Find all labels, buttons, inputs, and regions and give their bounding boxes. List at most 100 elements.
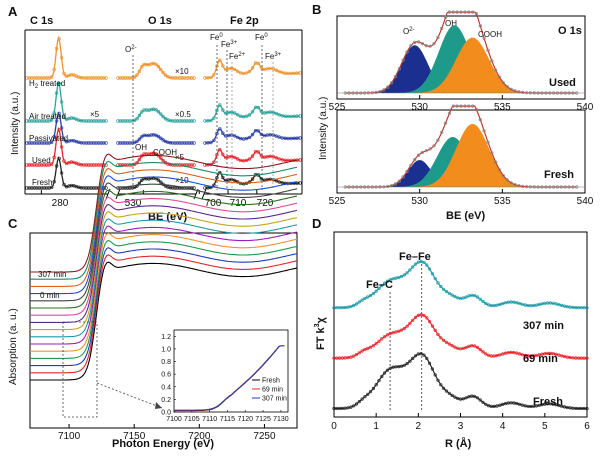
b-data-point [544, 91, 548, 95]
d-point-307-min [537, 302, 541, 307]
b-tick-label: 540 [577, 102, 594, 113]
a-point-h2_treated [247, 69, 252, 74]
a-point-passivated [116, 141, 120, 145]
a-point-used [233, 155, 237, 160]
a-point-passivated [45, 141, 49, 145]
a-point-air_treated [91, 119, 96, 123]
c-spectrum-12 [30, 175, 298, 295]
a-point-air_treated [161, 114, 165, 119]
a-point-fresh [159, 180, 163, 184]
a-point-passivated [91, 141, 96, 145]
d-point-307-min [388, 278, 392, 282]
a-point-fresh [57, 156, 61, 161]
a-point-used [161, 158, 165, 163]
a-point-passivated [161, 138, 165, 142]
d-point-307-min [487, 303, 491, 307]
a-point-h2_treated [218, 58, 222, 62]
d-point-69-min [343, 356, 347, 360]
a-point-passivated [137, 137, 142, 141]
c-legend-label-0: Fresh [262, 378, 280, 385]
b-data-point [517, 90, 521, 94]
d-point-69-min [515, 351, 519, 355]
a-point-fresh [130, 186, 135, 190]
a-point-h2_treated [52, 67, 56, 72]
a-point-h2_treated [96, 76, 101, 80]
a-point-air_treated [89, 119, 93, 123]
c-inset-xtick-label: 7115 [220, 416, 235, 423]
b-data-point [548, 91, 552, 95]
d-point-fresh [371, 386, 376, 391]
a-point-passivated [224, 134, 228, 138]
a-point-h2_treated [259, 66, 264, 70]
d-point-307-min [439, 284, 443, 289]
d-point-307-min [419, 259, 423, 264]
b-data-point [471, 104, 475, 108]
d-point-fresh [551, 402, 555, 406]
a-point-used [96, 163, 101, 167]
a-point-h2_treated [118, 76, 123, 80]
d-point-fresh [537, 403, 541, 407]
a-point-passivated [277, 135, 281, 139]
b-data-point [571, 185, 575, 189]
d-point-fresh [478, 398, 482, 402]
panel-a: C 1s O 1s Fe 2p Intensity (a.u.) BE (eV)… [10, 15, 303, 223]
c-spectrum-10 [30, 189, 298, 309]
a-point-fresh [170, 186, 175, 190]
d-point-307-min [551, 301, 555, 305]
c-spectrum-8 [30, 203, 298, 323]
d-point-69-min [450, 344, 454, 348]
d-point-69-min [585, 356, 589, 360]
b-data-point [451, 10, 455, 14]
b-data-point [366, 185, 371, 189]
b-data-point [540, 185, 544, 189]
b-fresh-plot [337, 104, 585, 189]
d-point-fresh [430, 367, 435, 371]
d-point-69-min [554, 352, 558, 356]
d-point-69-min [484, 352, 488, 356]
a-point-h2_treated [244, 71, 249, 75]
d-point-69-min [478, 348, 482, 352]
panel-b: 525 530 535 540 525 530 535 540 O 1s Used Fresh… [318, 10, 594, 222]
d-point-69-min [416, 313, 420, 318]
c-inset-xtick-label: 7105 [184, 416, 200, 423]
a-point-air_treated [59, 100, 64, 104]
c-spectrum-3 [30, 239, 298, 359]
c-zoom-arrow [96, 382, 163, 409]
b-data-point [455, 10, 459, 14]
b-data-point [451, 104, 455, 108]
d-point-69-min [397, 329, 401, 333]
d-point-fresh [487, 404, 491, 408]
a-point-h2_treated [128, 76, 132, 80]
c-inset: 7100 7105 7110 7115 7120 7125 7130 0.0 0.2 0.4 0.6… [161, 329, 289, 423]
d-point-fresh [503, 402, 508, 406]
a-point-fresh [140, 178, 144, 183]
d-point-fresh [470, 394, 474, 398]
b-data-point [505, 85, 509, 89]
b-component-o2 [353, 45, 552, 93]
a-point-h2_treated [49, 75, 54, 79]
b-data-point [382, 185, 386, 189]
c-spectrum-15 [30, 153, 298, 273]
b-data-point [498, 168, 502, 172]
a-point-fresh [277, 180, 281, 184]
b-data-point [370, 185, 374, 189]
b-data-point [378, 185, 382, 189]
panel-label-b: B [312, 2, 321, 17]
a-point-fresh [59, 171, 64, 175]
a-point-passivated [192, 141, 196, 145]
a-point-air_treated [62, 114, 66, 119]
d-point-fresh [363, 395, 367, 399]
d-point-fresh [473, 394, 477, 399]
a-point-used [236, 157, 240, 161]
a-point-h2_treated [277, 69, 281, 74]
a-point-used [212, 160, 216, 164]
d-point-69-min [436, 332, 440, 337]
d-point-307-min [394, 276, 398, 280]
a-point-fresh [156, 178, 161, 182]
d-point-307-min [470, 293, 474, 297]
a-point-passivated [209, 140, 213, 145]
b-data-point [436, 138, 440, 142]
a-point-air_treated [182, 119, 187, 123]
a-point-air_treated [221, 108, 225, 112]
b-data-point [409, 163, 413, 167]
